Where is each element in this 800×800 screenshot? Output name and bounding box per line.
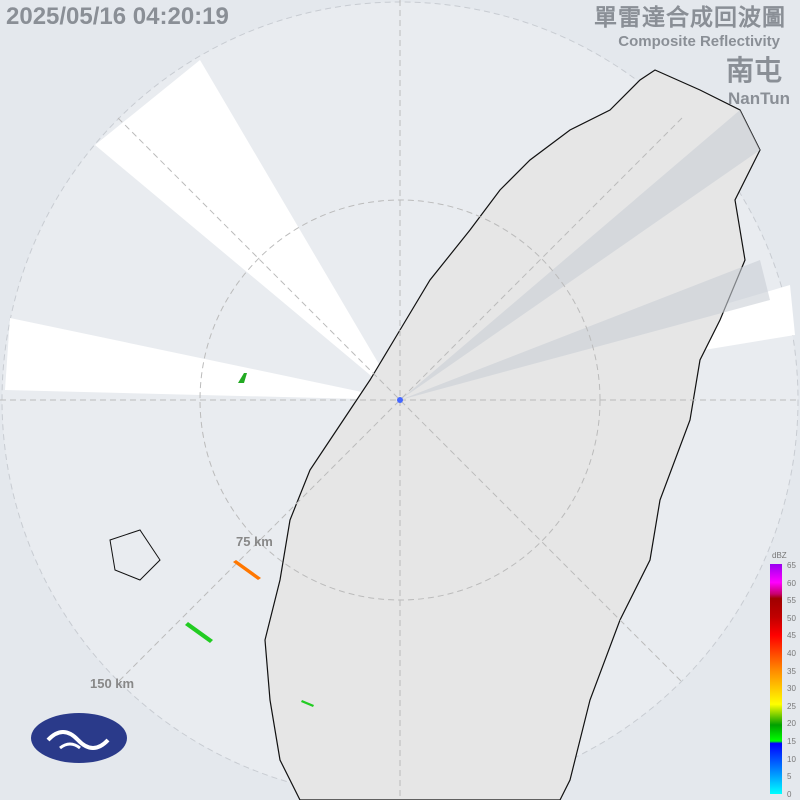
clear-sector	[95, 60, 400, 400]
color-legend	[770, 564, 782, 794]
legend-tick: 25	[787, 701, 796, 711]
blocked-sector	[400, 110, 770, 400]
legend-tick: 5	[787, 772, 792, 782]
range-label-75: 75 km	[236, 534, 273, 549]
legend-tick: 55	[787, 596, 796, 606]
station-zh: 南屯	[725, 55, 782, 86]
echo	[238, 373, 247, 383]
range-label-150: 150 km	[90, 676, 135, 691]
title-en: Composite Reflectivity	[618, 33, 780, 50]
station-en: NanTun	[727, 89, 790, 108]
legend-tick: 50	[787, 613, 796, 623]
timestamp: 2025/05/16 04:20:19	[6, 3, 229, 30]
echo	[185, 622, 213, 643]
clear-sector	[5, 318, 400, 400]
legend-tick: 65	[787, 561, 796, 570]
legend-tick: 40	[787, 649, 796, 658]
echo	[301, 700, 314, 707]
title-zh: 單雷達合成回波圖	[594, 4, 786, 30]
echo	[233, 560, 261, 580]
penghu-islands	[109, 529, 161, 581]
legend-tick: 0	[787, 789, 792, 799]
legend-tick: 60	[787, 578, 796, 588]
legend-tick: 30	[787, 684, 796, 694]
cwa-logo	[31, 713, 127, 763]
radar-site	[397, 397, 403, 403]
legend-tick: 10	[787, 754, 796, 764]
legend-unit: dBZ	[772, 551, 787, 560]
legend-tick: 35	[787, 666, 796, 676]
legend-tick: 15	[787, 737, 796, 746]
legend-tick: 45	[787, 631, 796, 641]
legend-tick: 20	[787, 719, 796, 729]
